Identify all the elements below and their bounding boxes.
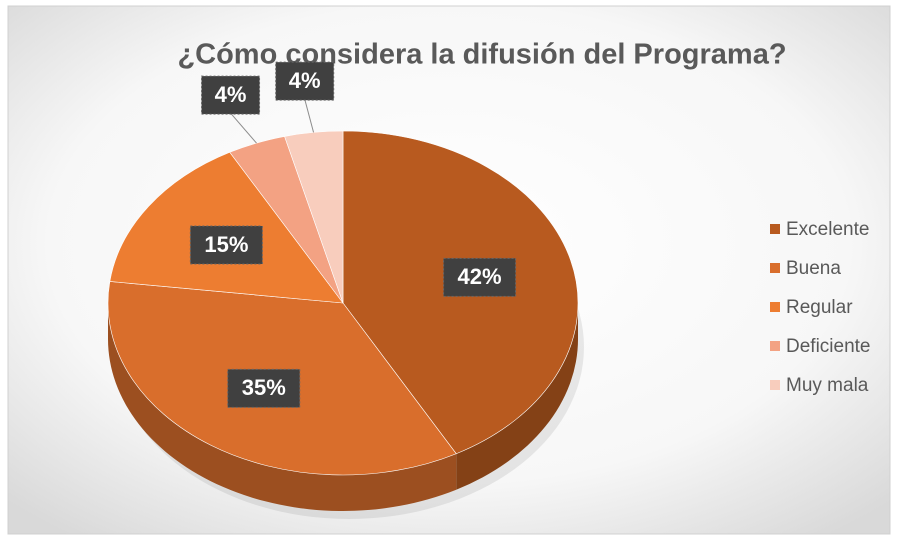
data-label: 4% (215, 82, 247, 107)
legend-label: Buena (786, 258, 841, 279)
legend-label: Muy mala (786, 375, 869, 396)
legend-label: Deficiente (786, 336, 871, 357)
legend-label: Excelente (786, 219, 869, 240)
slice-side (456, 303, 578, 490)
slice (284, 130, 344, 304)
legend-swatch (770, 224, 780, 234)
legend-swatch (770, 341, 780, 351)
chart-title: ¿Cómo considera la difusión del Programa… (177, 39, 786, 71)
legend-swatch (770, 380, 780, 390)
data-label-box (189, 225, 263, 265)
data-label-box (201, 75, 261, 115)
data-label: 15% (204, 232, 248, 257)
legend-label: Regular (786, 297, 853, 318)
legend-swatch (770, 263, 780, 273)
legend-swatch (770, 302, 780, 312)
leader-line (304, 99, 315, 133)
data-label: 42% (458, 264, 502, 289)
leader-line (230, 112, 257, 144)
data-label-box (443, 257, 517, 297)
data-label-box (227, 368, 301, 408)
data-label: 35% (242, 375, 286, 400)
data-label-box (275, 61, 335, 101)
slice-side (108, 303, 457, 512)
data-label: 4% (289, 68, 321, 93)
